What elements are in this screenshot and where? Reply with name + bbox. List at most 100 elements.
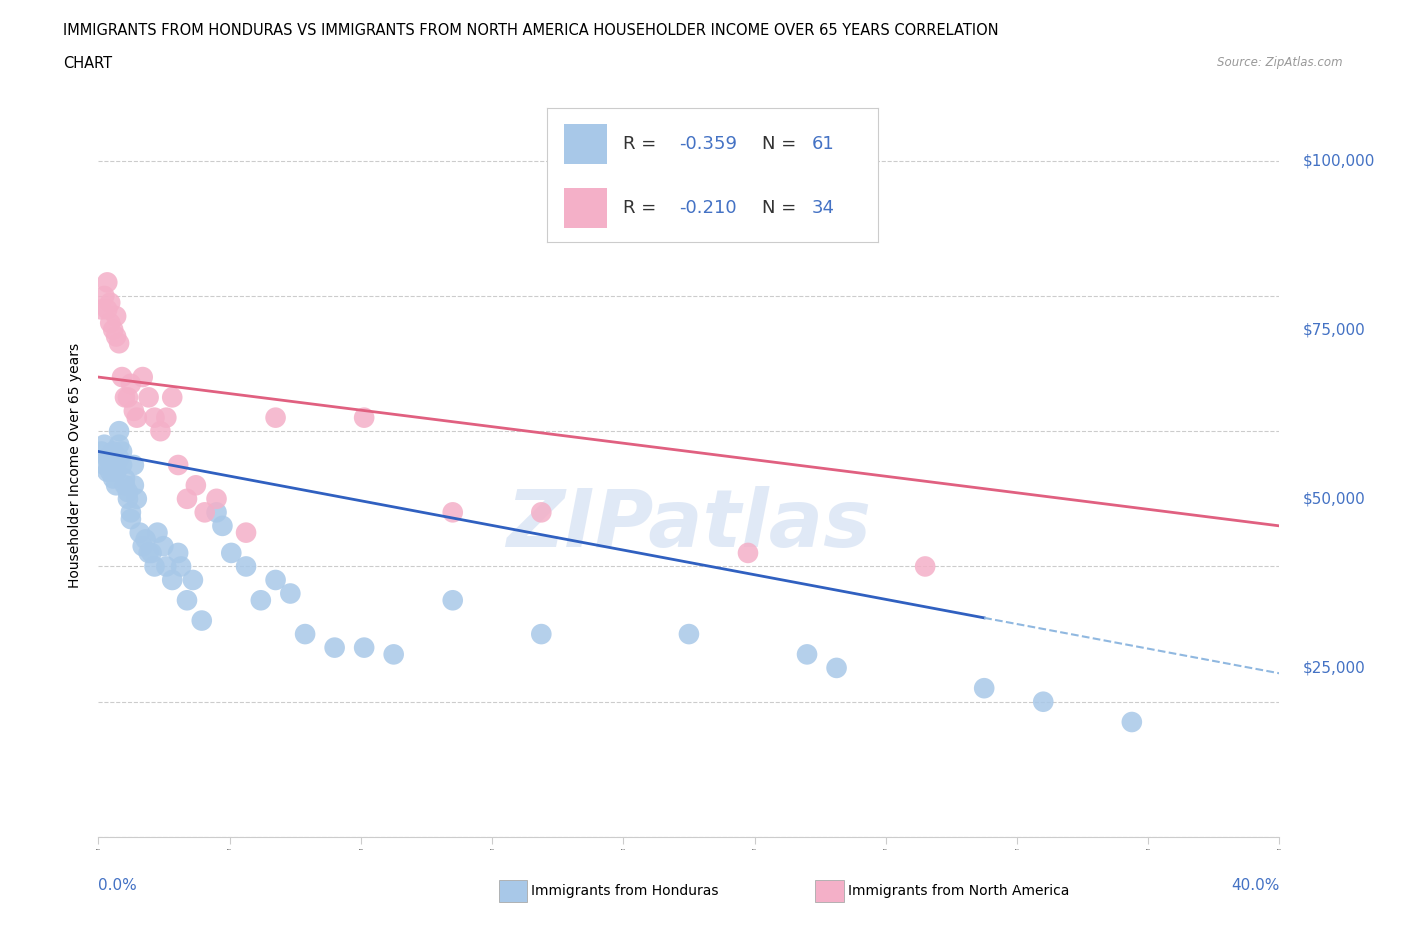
- Point: [155, 410, 177, 425]
- Point: [278, 586, 302, 601]
- Point: [111, 444, 134, 458]
- Point: [111, 458, 134, 472]
- Point: [96, 275, 118, 290]
- Point: [155, 559, 177, 574]
- Point: [737, 546, 759, 561]
- Point: [105, 458, 128, 472]
- Point: [143, 410, 166, 425]
- Text: -0.359: -0.359: [679, 135, 738, 153]
- Point: [211, 518, 233, 533]
- Text: IMMIGRANTS FROM HONDURAS VS IMMIGRANTS FROM NORTH AMERICA HOUSEHOLDER INCOME OVE: IMMIGRANTS FROM HONDURAS VS IMMIGRANTS F…: [63, 23, 998, 38]
- Point: [125, 491, 148, 506]
- Text: Immigrants from North America: Immigrants from North America: [848, 884, 1069, 898]
- Point: [93, 437, 115, 452]
- Text: $100,000: $100,000: [1303, 153, 1375, 168]
- Point: [103, 444, 125, 458]
- Point: [114, 472, 136, 486]
- Point: [138, 546, 160, 561]
- Point: [294, 627, 316, 642]
- Point: [191, 613, 214, 628]
- Point: [105, 309, 128, 324]
- Point: [108, 437, 131, 452]
- Point: [152, 538, 174, 553]
- Point: [98, 464, 121, 479]
- Point: [122, 404, 145, 418]
- Point: [96, 451, 118, 466]
- Point: [914, 559, 936, 574]
- Point: [117, 390, 139, 405]
- Text: N =: N =: [762, 199, 803, 218]
- Point: [530, 505, 553, 520]
- Point: [825, 660, 848, 675]
- Point: [93, 458, 115, 472]
- Point: [117, 485, 139, 499]
- Point: [111, 369, 134, 384]
- Point: [170, 559, 193, 574]
- Text: 61: 61: [811, 135, 835, 153]
- Point: [146, 525, 169, 540]
- Point: [796, 647, 818, 662]
- Point: [264, 573, 287, 588]
- Point: [125, 410, 148, 425]
- Point: [117, 491, 139, 506]
- Point: [98, 295, 121, 310]
- Point: [103, 472, 125, 486]
- Text: $25,000: $25,000: [1303, 660, 1365, 675]
- Point: [149, 424, 172, 439]
- Text: ZIPatlas: ZIPatlas: [506, 485, 872, 564]
- Point: [90, 444, 112, 458]
- Point: [132, 369, 155, 384]
- Point: [138, 390, 160, 405]
- Point: [181, 573, 204, 588]
- FancyBboxPatch shape: [564, 124, 607, 164]
- Text: $50,000: $50,000: [1303, 491, 1365, 506]
- Text: -0.210: -0.210: [679, 199, 737, 218]
- Point: [530, 627, 553, 642]
- Point: [323, 640, 346, 655]
- Point: [353, 640, 375, 655]
- Point: [167, 458, 190, 472]
- Point: [114, 390, 136, 405]
- Point: [205, 491, 228, 506]
- Point: [122, 458, 145, 472]
- Point: [141, 546, 163, 561]
- Point: [105, 464, 128, 479]
- Text: R =: R =: [623, 135, 662, 153]
- Point: [1032, 695, 1054, 710]
- Point: [219, 546, 242, 561]
- Point: [103, 458, 125, 472]
- Point: [120, 505, 142, 520]
- Point: [105, 478, 128, 493]
- Point: [162, 390, 183, 405]
- Text: 0.0%: 0.0%: [98, 878, 138, 893]
- Y-axis label: Householder Income Over 65 years: Householder Income Over 65 years: [69, 342, 83, 588]
- Point: [235, 525, 257, 540]
- Point: [205, 505, 228, 520]
- Text: R =: R =: [623, 199, 662, 218]
- Point: [122, 478, 145, 493]
- Point: [162, 573, 183, 588]
- Point: [441, 592, 464, 607]
- Point: [382, 647, 405, 662]
- Point: [132, 538, 155, 553]
- Point: [98, 451, 121, 466]
- Point: [167, 546, 190, 561]
- Point: [250, 592, 273, 607]
- Text: CHART: CHART: [63, 56, 112, 71]
- Text: 40.0%: 40.0%: [1232, 878, 1279, 893]
- Point: [176, 491, 198, 506]
- Point: [184, 478, 207, 493]
- Point: [143, 559, 166, 574]
- Point: [128, 525, 150, 540]
- Point: [973, 681, 995, 696]
- Text: 34: 34: [811, 199, 835, 218]
- Point: [235, 559, 257, 574]
- Point: [96, 302, 118, 317]
- Text: $75,000: $75,000: [1303, 322, 1365, 338]
- Point: [1121, 714, 1143, 729]
- Point: [264, 410, 287, 425]
- Text: Source: ZipAtlas.com: Source: ZipAtlas.com: [1218, 56, 1343, 69]
- Point: [105, 329, 128, 344]
- Text: N =: N =: [762, 135, 803, 153]
- Point: [176, 592, 198, 607]
